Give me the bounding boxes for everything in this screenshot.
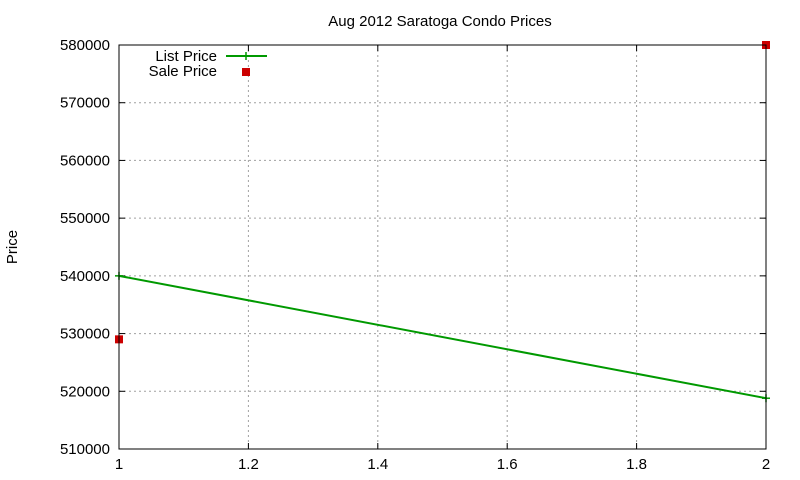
x-tick-label: 1.8 [626,456,647,473]
grid [119,45,766,449]
chart-title: Aug 2012 Saratoga Condo Prices [328,13,551,30]
y-tick-label: 530000 [60,326,110,343]
legend-marker-list-price [242,52,250,60]
x-tick-label: 1.4 [367,456,388,473]
y-tick-label: 570000 [60,95,110,112]
list-price-line [118,274,767,400]
y-tick-label: 580000 [60,37,110,54]
plot-area [115,41,770,403]
y-tick-label: 510000 [60,441,110,458]
y-axis-label: Price [4,230,21,264]
x-tick-label: 1.6 [497,456,518,473]
x-tick-label: 2 [762,456,770,473]
legend-label-sale-price: Sale Price [149,63,217,80]
legend-label-list-price: List Price [155,48,217,65]
y-tick-label: 550000 [60,210,110,227]
y-tick-label: 540000 [60,268,110,285]
legend-marker-sale-price [242,68,250,76]
x-tick-label: 1 [115,456,123,473]
plot-frame [118,44,767,450]
y-tick-label: 560000 [60,152,110,169]
y-tick-label: 520000 [60,383,110,400]
x-tick-label: 1.2 [238,456,259,473]
